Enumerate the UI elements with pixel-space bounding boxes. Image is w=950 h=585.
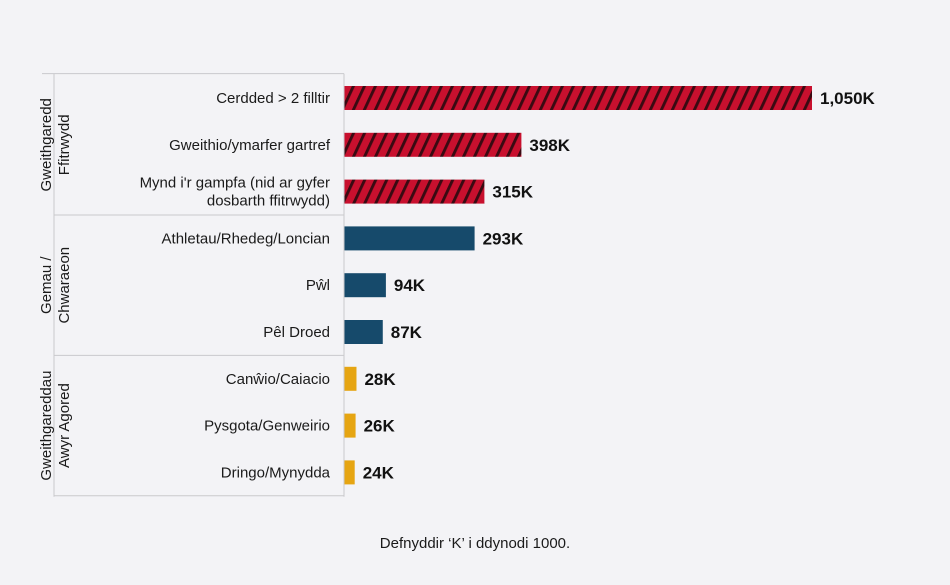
value-label: 398K: [529, 136, 570, 155]
value-label: 293K: [483, 229, 524, 248]
group-label: Chwaraeon: [56, 247, 73, 324]
group-label: Ffitrwydd: [56, 114, 73, 175]
value-label: 26K: [364, 417, 396, 436]
bar: [344, 132, 522, 157]
value-label: 87K: [391, 323, 423, 342]
bar: [344, 86, 812, 110]
value-label: 94K: [394, 276, 426, 295]
group-label: Gweithgareddau: [38, 371, 55, 481]
category-label: Gweithio/ymarfer gartref: [169, 137, 331, 154]
value-label: 24K: [363, 463, 395, 482]
category-label: Canŵio/Caiacio: [226, 371, 330, 388]
bar: [344, 413, 356, 438]
category-label: Cerdded > 2 filltir: [216, 90, 330, 107]
category-label: Mynd i'r gampfa (nid ar gyfer: [140, 175, 330, 192]
group-label: Awyr Agored: [56, 383, 73, 468]
bar: [344, 273, 386, 298]
bar: [344, 179, 485, 204]
value-label: 28K: [364, 370, 396, 389]
bar: [344, 366, 357, 391]
category-label: Athletau/Rhedeg/Loncian: [162, 230, 330, 247]
bar: [344, 226, 475, 251]
category-label: Pêl Droed: [263, 324, 330, 341]
bar: [344, 460, 355, 485]
footnote: Defnyddir ‘K’ i ddynodi 1000.: [380, 535, 570, 552]
group-label: Gweithgaredd: [38, 98, 55, 191]
value-label: 315K: [492, 183, 533, 202]
category-label: Dringo/Mynydda: [221, 464, 331, 481]
category-label: Pŵl: [306, 277, 330, 294]
bar: [344, 320, 383, 344]
category-label: Pysgota/Genweirio: [204, 418, 330, 435]
category-label: dosbarth ffitrwydd): [207, 193, 330, 210]
value-label: 1,050K: [820, 89, 876, 108]
group-label: Gemau /: [38, 256, 55, 314]
